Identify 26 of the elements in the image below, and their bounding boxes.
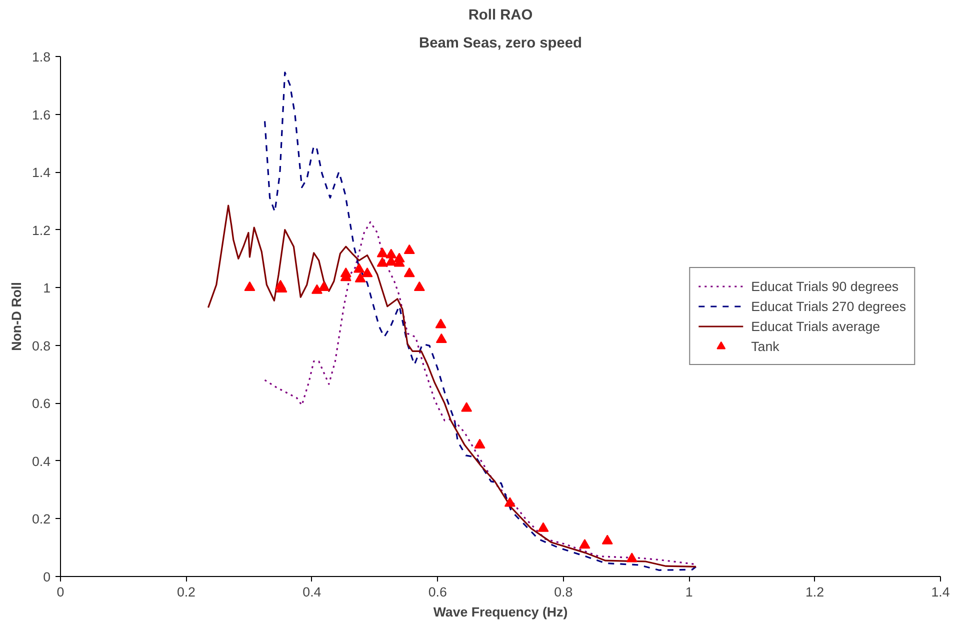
y-axis-title: Non-D Roll — [8, 282, 24, 351]
x-tick-label: 1.2 — [806, 584, 824, 600]
x-tick-label: 0 — [56, 584, 64, 600]
y-tick-label: 1 — [43, 280, 51, 296]
x-tick-label: 0.2 — [176, 584, 196, 600]
y-tick-label: 0 — [43, 570, 51, 584]
y-tick-label: 0.2 — [32, 512, 51, 527]
y-tick-label: 0.4 — [32, 454, 52, 469]
y-tick-label: 0.6 — [32, 396, 51, 412]
legend-label: Educat Trials 90 degrees — [751, 278, 899, 294]
legend-label: Tank — [751, 338, 780, 354]
legend-label: Educat Trials 270 degrees — [751, 298, 906, 314]
x-tick-label: 1 — [685, 584, 693, 600]
chart-title: Roll RAO — [468, 8, 533, 24]
legend-label: Educat Trials average — [751, 318, 880, 334]
chart-subtitle: Beam Seas, zero speed — [419, 36, 582, 52]
x-tick-label: 0.4 — [302, 584, 322, 600]
x-tick-label: 0.8 — [554, 584, 573, 600]
x-tick-label: 1.4 — [931, 584, 950, 600]
y-tick-label: 1.2 — [32, 222, 51, 238]
x-tick-label: 0.6 — [428, 584, 447, 600]
y-tick-label: 1.6 — [32, 107, 51, 122]
y-tick-label: 0.8 — [32, 338, 51, 354]
y-tick-label: 1.8 — [32, 50, 51, 64]
x-axis-title: Wave Frequency (Hz) — [433, 604, 568, 620]
y-tick-label: 1.4 — [32, 165, 52, 180]
